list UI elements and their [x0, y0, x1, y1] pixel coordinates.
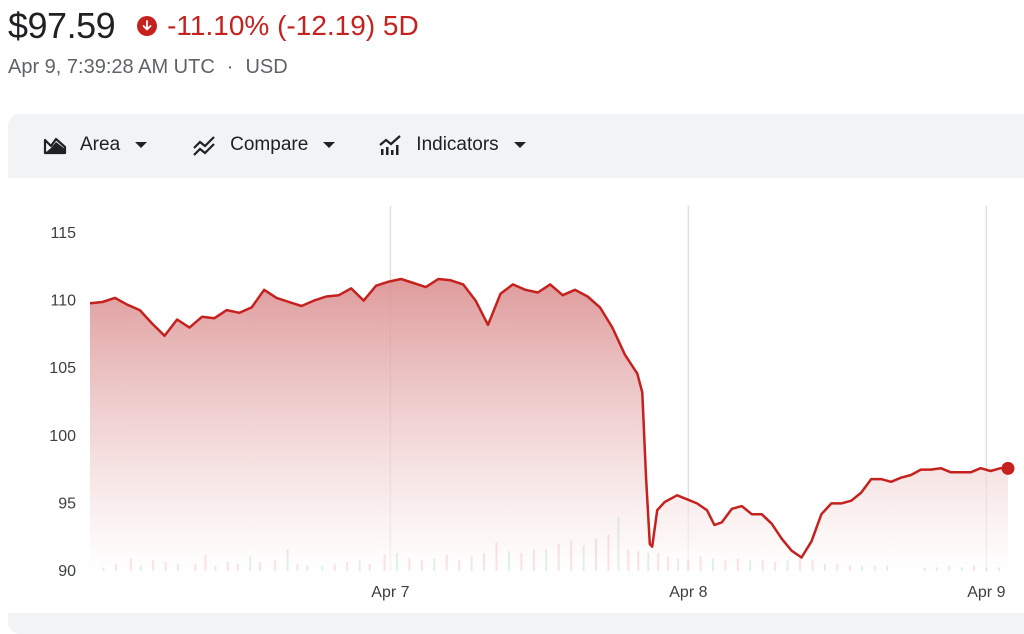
x-tick-label: Apr 9 [967, 584, 1005, 601]
chart-toolbar: Area Compare Indicators [8, 114, 1024, 176]
y-tick-label: 90 [58, 563, 76, 580]
area-label: Area [80, 134, 121, 155]
chart-area[interactable]: 90 95 100 105 110 115 Apr 7 Apr 8 Apr 9 [8, 178, 1024, 613]
y-tick-label: 115 [50, 225, 76, 242]
area-fill [90, 279, 1008, 571]
x-tick-label: Apr 8 [669, 584, 707, 601]
y-tick-label: 100 [49, 428, 76, 445]
quote-meta: Apr 9, 7:39:28 AM UTC · USD [8, 56, 288, 79]
area-chart-icon [42, 132, 68, 158]
price-change: -11.10% (-12.19) 5D [167, 10, 419, 41]
y-tick-label: 105 [49, 360, 76, 377]
indicators-label: Indicators [416, 134, 499, 155]
y-tick-label: 110 [50, 293, 76, 310]
price-value: $97.59 [8, 5, 116, 46]
quote-header: $97.59 -11.10% (-12.19) 5D [8, 4, 419, 48]
x-tick-label: Apr 7 [371, 584, 409, 601]
compare-button[interactable]: Compare [178, 125, 350, 165]
currency: USD [245, 56, 288, 78]
indicators-icon [378, 132, 404, 158]
price-line [89, 277, 1009, 559]
last-price-marker[interactable] [1001, 461, 1015, 475]
caret-down-icon [513, 140, 527, 150]
compare-icon [192, 132, 218, 158]
y-axis: 90 95 100 105 110 115 [49, 225, 76, 580]
price-area [89, 277, 1015, 571]
arrow-down-circle-icon [137, 16, 158, 36]
area-button[interactable]: Area [28, 125, 162, 165]
caret-down-icon [134, 140, 148, 150]
x-axis: Apr 7 Apr 8 Apr 9 [371, 584, 1005, 601]
indicators-button[interactable]: Indicators [364, 125, 540, 165]
price-chart[interactable]: 90 95 100 105 110 115 Apr 7 Apr 8 Apr 9 [8, 178, 1024, 613]
y-tick-label: 95 [58, 495, 76, 512]
caret-down-icon [322, 140, 336, 150]
separator: · [226, 56, 234, 78]
compare-label: Compare [230, 134, 309, 155]
timestamp: Apr 9, 7:39:28 AM UTC [8, 56, 215, 78]
